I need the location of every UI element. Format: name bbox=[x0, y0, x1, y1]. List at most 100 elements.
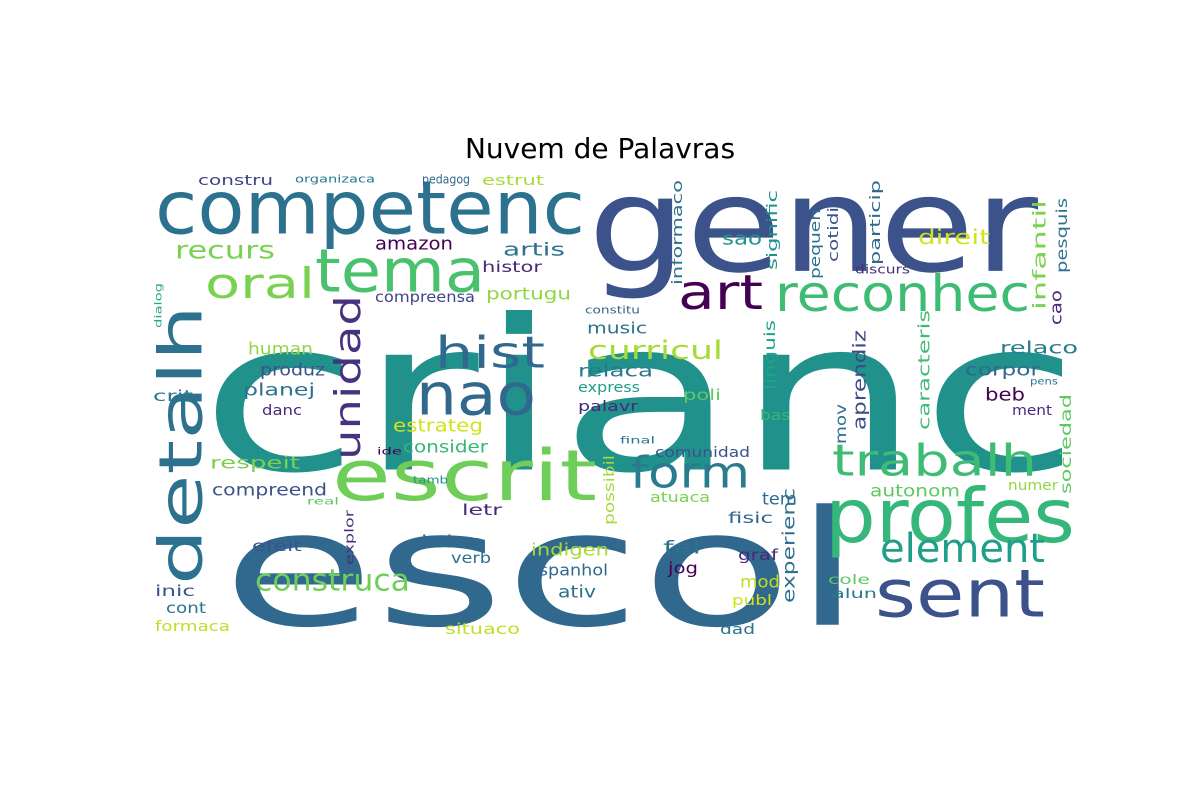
cloud-word-consider: consider bbox=[403, 438, 488, 458]
cloud-word-compreensa: compreensa bbox=[375, 288, 475, 306]
cloud-word-sociedad: sociedad bbox=[1057, 394, 1075, 494]
cloud-word-mod: mod bbox=[740, 573, 780, 593]
cloud-word-construca: construca bbox=[255, 564, 410, 599]
cloud-word-estrateg: estrateg bbox=[393, 415, 483, 436]
cloud-word-pesquis: pesquis bbox=[1053, 198, 1071, 273]
cloud-word-nao: nao bbox=[416, 361, 536, 429]
cloud-word-signific: signific bbox=[765, 190, 781, 270]
cloud-word-alun: alun bbox=[832, 587, 877, 602]
cloud-word-mov: mov bbox=[832, 404, 850, 444]
cloud-word-unidad: unidad bbox=[328, 295, 369, 460]
cloud-word-comunidad: comunidad bbox=[655, 445, 750, 461]
cloud-word-graf: graf bbox=[738, 546, 779, 564]
cloud-word-beb: beb bbox=[985, 384, 1025, 405]
cloud-word-produz: produz bbox=[260, 361, 325, 381]
cloud-word-detalh: detalh bbox=[146, 305, 216, 585]
cloud-word-compreend: compreend bbox=[212, 481, 327, 501]
cloud-word-cont: cont bbox=[166, 599, 206, 617]
cloud-word-escol: escol bbox=[222, 476, 862, 663]
cloud-word-linguis: linguis bbox=[761, 320, 779, 390]
cloud-word-reconhec: reconhec bbox=[775, 265, 1030, 323]
cloud-word-relaca: relaca bbox=[578, 362, 653, 382]
cloud-word-gener: gener bbox=[588, 149, 1039, 303]
cloud-word-respeit: respeit bbox=[210, 454, 301, 474]
cloud-word-possibil: possibil bbox=[602, 455, 618, 525]
cloud-word-tem: tem bbox=[762, 490, 797, 510]
cloud-word-tamb: tamb bbox=[413, 473, 448, 486]
cloud-word-atuaca: atuaca bbox=[650, 490, 710, 506]
cloud-word-music: music bbox=[587, 319, 647, 338]
cloud-word-planej: planej bbox=[243, 381, 315, 401]
cloud-word-direit: direit bbox=[918, 225, 990, 249]
cloud-word-infantil: infantil bbox=[1029, 200, 1050, 310]
cloud-word-discurs: discurs bbox=[855, 262, 910, 276]
cloud-word-formaca: formaca bbox=[155, 619, 230, 635]
cloud-word-portugu: portugu bbox=[486, 285, 571, 305]
cloud-word-tema: tema bbox=[315, 236, 485, 306]
cloud-word-pedagog: pedagog bbox=[422, 172, 470, 186]
cloud-word-bas: bas bbox=[760, 408, 790, 424]
cloud-word-autonom: autonom bbox=[870, 482, 960, 502]
cloud-word-verb: verb bbox=[451, 549, 491, 567]
cloud-word-human: human bbox=[248, 340, 313, 360]
cloud-word-profes: profes bbox=[825, 472, 1075, 560]
cloud-word-curricul: curricul bbox=[588, 336, 723, 366]
cloud-word-constru: constru bbox=[198, 173, 273, 189]
cloud-word-efeit: efeit bbox=[252, 537, 302, 555]
cloud-word-oral: oral bbox=[205, 259, 315, 308]
cloud-word-crianc: crianc bbox=[200, 275, 1080, 520]
cloud-word-form: form bbox=[630, 448, 750, 499]
cloud-word-situaco: situaco bbox=[445, 620, 520, 638]
cloud-word-indigen: indigen bbox=[531, 541, 609, 561]
cloud-word-organizaca: organizaca bbox=[295, 172, 375, 185]
cloud-word-cole: cole bbox=[828, 573, 870, 588]
cloud-word-cotidi: cotidi bbox=[826, 207, 842, 262]
cloud-word-ativ: ativ bbox=[558, 583, 596, 603]
cloud-word-experienc: experienc bbox=[780, 488, 800, 603]
cloud-word-ide: ide bbox=[377, 447, 402, 458]
cloud-word-relaco: relaco bbox=[1000, 339, 1078, 359]
cloud-word-trabalh: trabalh bbox=[832, 436, 1037, 487]
cloud-word-constitu: constitu bbox=[585, 303, 640, 316]
cloud-word-fisic: fisic bbox=[728, 509, 773, 527]
cloud-word-jog: jog bbox=[667, 559, 698, 578]
cloud-word-histor: histor bbox=[482, 258, 543, 276]
cloud-word-competenc: competenc bbox=[155, 165, 585, 251]
cloud-word-particip: particip bbox=[868, 180, 884, 265]
cloud-word-espanhol: espanhol bbox=[528, 561, 608, 580]
cloud-word-sent: sent bbox=[875, 555, 1045, 632]
cloud-word-final: final bbox=[620, 436, 655, 447]
cloud-word-escrit: escrit bbox=[332, 435, 597, 517]
cloud-word-art: art bbox=[678, 265, 763, 321]
cloud-word-element: element bbox=[880, 526, 1045, 572]
cloud-word-estrut: estrut bbox=[482, 173, 545, 189]
cloud-word-amazon: amazon bbox=[375, 233, 453, 254]
cloud-word-pequen: pequen bbox=[808, 209, 824, 279]
cloud-word-danc: danc bbox=[262, 403, 302, 419]
cloud-word-fal: fal bbox=[663, 537, 701, 558]
cloud-word-crit: crit bbox=[153, 387, 193, 405]
page-title: Nuvem de Palavras bbox=[464, 132, 736, 165]
cloud-word-aprendiz: aprendiz bbox=[849, 330, 870, 430]
cloud-word-explor: explor bbox=[342, 510, 356, 565]
cloud-word-hist: hist bbox=[435, 328, 545, 379]
cloud-word-numer: numer bbox=[1008, 478, 1058, 494]
cloud-word-cao: cao bbox=[1047, 290, 1066, 325]
cloud-word-caracteris: caracteris bbox=[915, 310, 934, 430]
cloud-word-recurs: recurs bbox=[175, 235, 275, 264]
cloud-word-real: real bbox=[307, 497, 339, 508]
cloud-word-dad: dad bbox=[720, 622, 755, 638]
cloud-word-artis: artis bbox=[503, 239, 565, 260]
cloud-word-pens: pens bbox=[1030, 377, 1058, 388]
cloud-word-palavr: palavr bbox=[578, 399, 638, 415]
cloud-word-express: express bbox=[578, 380, 640, 396]
cloud-word-poli: poli bbox=[683, 386, 721, 404]
cloud-word-dialog: dialog bbox=[154, 283, 165, 328]
cloud-word-sao: sao bbox=[722, 228, 762, 249]
cloud-word-ment: ment bbox=[1012, 403, 1053, 419]
cloud-word-informaco: informaco bbox=[670, 180, 686, 285]
cloud-word-publ: publ bbox=[732, 593, 772, 609]
cloud-word-inic: inic bbox=[155, 582, 195, 600]
